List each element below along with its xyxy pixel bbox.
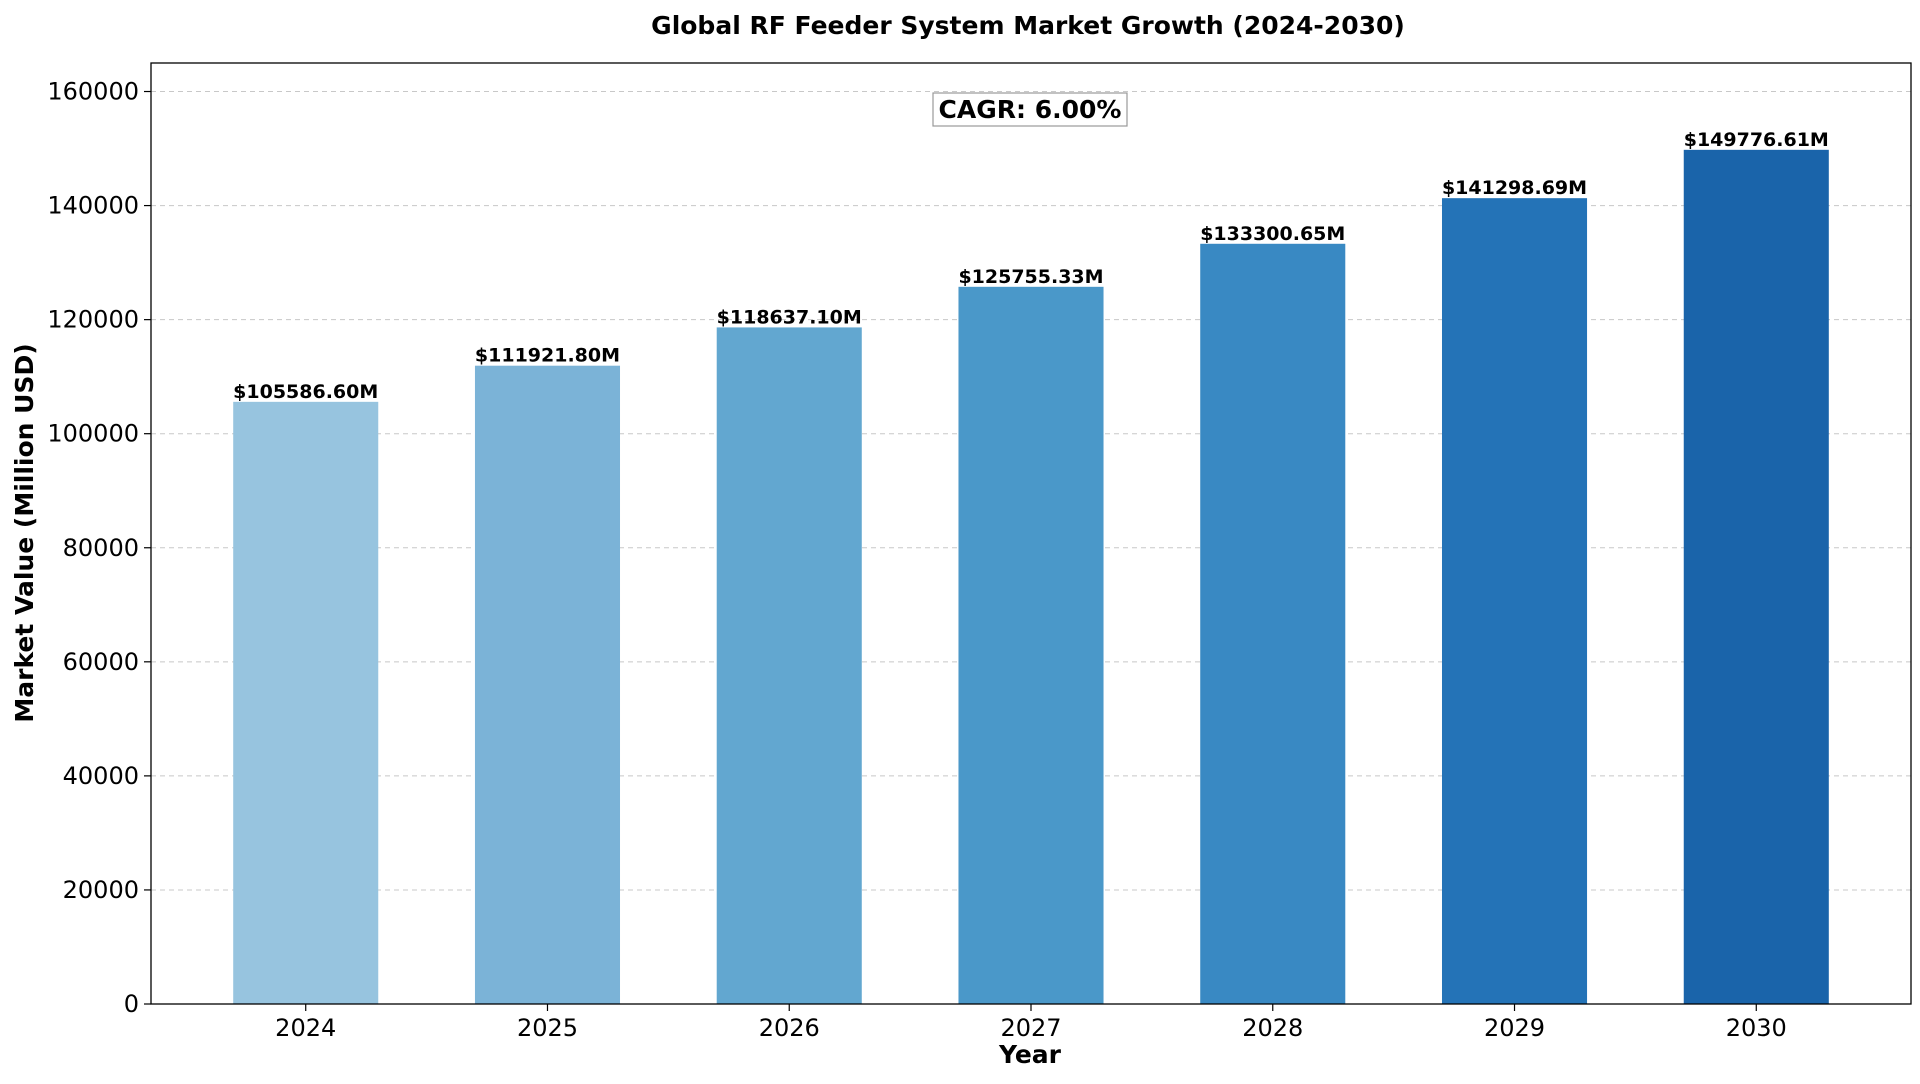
y-tick-label: 20000 <box>63 876 139 904</box>
bar-value-label: $149776.61M <box>1684 129 1829 151</box>
bar-2028 <box>1200 243 1346 1004</box>
x-tick-label: 2029 <box>1484 1014 1545 1042</box>
bar-value-label: $111921.80M <box>475 345 620 367</box>
x-tick-label: 2024 <box>275 1014 336 1042</box>
bar-value-label: $141298.69M <box>1442 177 1587 199</box>
y-tick-label: 160000 <box>47 78 139 106</box>
bar-value-label: $118637.10M <box>717 306 862 328</box>
cagr-annotation: CAGR: 6.00% <box>932 92 1128 127</box>
x-axis-label: Year <box>998 1040 1062 1069</box>
y-tick-label: 80000 <box>63 534 139 562</box>
y-tick-label: 140000 <box>47 192 139 220</box>
y-axis-label: Market Value (Million USD) <box>10 343 39 722</box>
bar-value-label: $133300.65M <box>1200 223 1345 245</box>
cagr-box <box>932 92 1128 127</box>
bar-2025 <box>474 365 621 1005</box>
y-axis-ticks: 0 20000 40000 60000 80000 100000 120000 140000 1… <box>47 78 151 1018</box>
chart-title: Global RF Feeder System Market Growth (2… <box>651 11 1405 40</box>
y-tick-label: 120000 <box>47 306 139 334</box>
bars <box>233 149 1829 1005</box>
bar-value-label: $105586.60M <box>233 381 378 403</box>
y-tick-label: 100000 <box>47 420 139 448</box>
bar-2027 <box>958 286 1104 1004</box>
bar-value-labels: $105586.60M $111921.80M $118637.10M $125755… <box>233 129 1829 403</box>
bar-value-label: $125755.33M <box>958 266 1103 288</box>
bar-2026 <box>716 327 862 1004</box>
bar-2030 <box>1683 149 1829 1004</box>
y-tick-label: 40000 <box>63 762 139 790</box>
bar-2024 <box>233 401 379 1004</box>
bar-2029 <box>1441 198 1588 1004</box>
cagr-label: CAGR: 6.00% <box>939 95 1122 124</box>
x-tick-label: 2030 <box>1726 1014 1787 1042</box>
y-tick-label: 0 <box>124 990 139 1018</box>
y-tick-label: 60000 <box>63 648 139 676</box>
x-tick-label: 2025 <box>517 1014 578 1042</box>
x-tick-label: 2027 <box>1000 1014 1061 1042</box>
x-axis-ticks: 2024 2025 2026 2027 2028 2029 2030 <box>275 1004 1787 1042</box>
x-tick-label: 2026 <box>759 1014 820 1042</box>
x-tick-label: 2028 <box>1242 1014 1303 1042</box>
